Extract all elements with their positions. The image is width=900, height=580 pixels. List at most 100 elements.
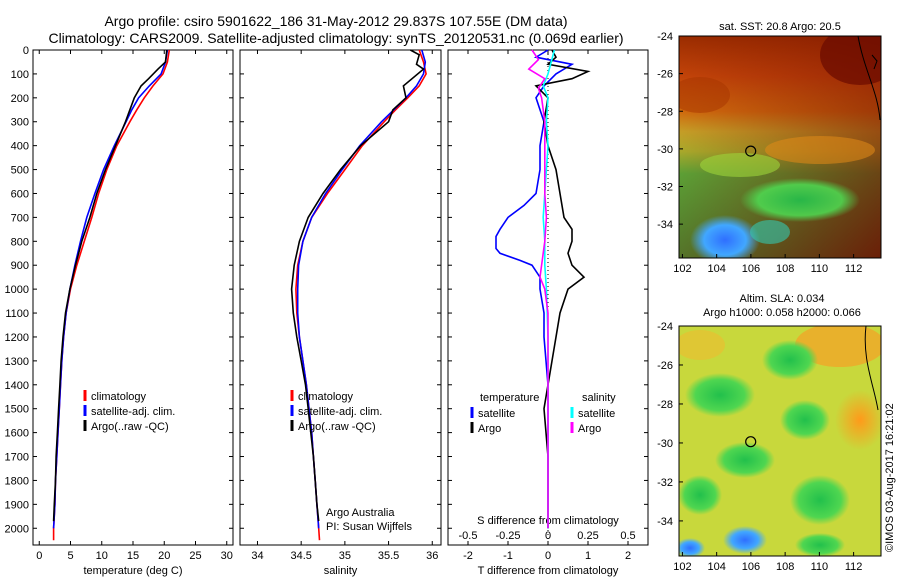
y-tick-label: 200 bbox=[11, 93, 29, 105]
map-x-tick-label: 112 bbox=[845, 263, 863, 275]
y-tick-label: 900 bbox=[11, 260, 29, 272]
x-tick-label: 5 bbox=[67, 550, 73, 562]
legend-label: Argo bbox=[578, 423, 601, 435]
x-tick-label: 35 bbox=[339, 550, 351, 562]
map-y-tick-label: -28 bbox=[657, 106, 673, 118]
sst-map-axes: 102 104 106 108 110 112 -24 -26 -28 -30 -32 -34 bbox=[657, 31, 862, 275]
sst-map-title: sat. SST: 20.8 Argo: 20.5 bbox=[719, 21, 841, 33]
secondary-tick-label: 0.5 bbox=[620, 530, 635, 542]
legend-label: climatology bbox=[91, 391, 147, 403]
map-x-tick-label: 108 bbox=[776, 561, 794, 573]
series-line-argo-raw-qc- bbox=[52, 49, 168, 522]
map-y-tick-label: -24 bbox=[657, 321, 673, 333]
map-x-tick-label: 106 bbox=[742, 263, 760, 275]
map-y-tick-label: -32 bbox=[657, 182, 673, 194]
secondary-tick-label: -0.25 bbox=[495, 530, 520, 542]
y-tick-label: 0 bbox=[23, 45, 29, 57]
x-tick-label: -1 bbox=[503, 550, 513, 562]
map-y-tick-label: -26 bbox=[657, 69, 673, 81]
y-tick-label: 1800 bbox=[5, 475, 29, 487]
x-tick-label: 15 bbox=[127, 550, 139, 562]
y-tick-label: 2000 bbox=[5, 523, 29, 535]
y-tick-label: 700 bbox=[11, 212, 29, 224]
x-tick-label: 10 bbox=[96, 550, 108, 562]
y-tick-label: 400 bbox=[11, 141, 29, 153]
legend-label: satellite bbox=[578, 408, 615, 420]
map-x-tick-label: 102 bbox=[673, 263, 691, 275]
y-tick-label: 1600 bbox=[5, 428, 29, 440]
map-y-tick-label: -30 bbox=[657, 144, 673, 156]
x-tick-label: 25 bbox=[189, 550, 201, 562]
series-line-temperature-satellite bbox=[495, 49, 575, 529]
figure-title-line-2: Climatology: CARS2009. Satellite-adjuste… bbox=[48, 30, 624, 46]
y-tick-label: 1400 bbox=[5, 380, 29, 392]
y-tick-label: 1200 bbox=[5, 332, 29, 344]
secondary-tick-label: -0.5 bbox=[459, 530, 478, 542]
y-tick-label: 1700 bbox=[5, 452, 29, 464]
annotation-text: PI: Susan Wijffels bbox=[326, 521, 412, 533]
y-tick-label: 1100 bbox=[5, 308, 29, 320]
legend-label: satellite-adj. clim. bbox=[298, 406, 382, 418]
sla-map-panel: Altim. SLA: 0.034 Argo h1000: 0.058 h200… bbox=[657, 293, 882, 573]
map-x-tick-label: 110 bbox=[811, 561, 829, 573]
x-tick-label: 34 bbox=[251, 550, 263, 562]
x-axis-label: temperature (deg C) bbox=[83, 565, 182, 577]
x-tick-label: 34.5 bbox=[290, 550, 311, 562]
legend-label: satellite-adj. clim. bbox=[91, 406, 175, 418]
x-tick-label: 0 bbox=[545, 550, 551, 562]
series-line-satellite-adj-clim- bbox=[296, 49, 427, 529]
map-x-tick-label: 104 bbox=[707, 561, 725, 573]
x-tick-label: 2 bbox=[625, 550, 631, 562]
sla-map-title: Altim. SLA: 0.034 bbox=[740, 293, 825, 305]
map-x-tick-label: 104 bbox=[707, 263, 725, 275]
legend-label: climatology bbox=[298, 391, 354, 403]
sla-map-axes: 102 104 106 108 110 112 -24 -26 -28 -30 -32 -34 bbox=[657, 321, 862, 573]
profile-panels: 0100200300400500600700800900100011001200… bbox=[5, 45, 649, 577]
sla-argo-location-marker bbox=[745, 436, 757, 448]
map-y-tick-label: -34 bbox=[657, 219, 673, 231]
profile-panel-2: 34 34.5 35 35.5 36 salinity climatology satelli… bbox=[239, 49, 442, 577]
y-tick-label: 1000 bbox=[5, 284, 29, 296]
x-axis-label: salinity bbox=[324, 565, 358, 577]
x-tick-label: 35.5 bbox=[378, 550, 399, 562]
sla-map-field bbox=[679, 326, 881, 556]
map-y-tick-label: -26 bbox=[657, 360, 673, 372]
sst-map-panel: sat. SST: 20.8 Argo: 20.5 102 104 106 108 11… bbox=[657, 21, 882, 275]
profile-panel-1: 0100200300400500600700800900100011001200… bbox=[5, 45, 234, 577]
x-axis-label: T difference from climatology bbox=[478, 565, 619, 577]
map-x-tick-label: 106 bbox=[742, 561, 760, 573]
credit-text: ©IMOS 03-Aug-2017 16:21:02 bbox=[884, 403, 896, 552]
legend-label: Argo(..raw -QC) bbox=[298, 421, 376, 433]
series-line-salinity-argo bbox=[527, 49, 549, 529]
map-x-tick-label: 110 bbox=[811, 263, 829, 275]
map-x-tick-label: 108 bbox=[776, 263, 794, 275]
secondary-tick-label: 0 bbox=[545, 530, 551, 542]
series-line-temperature-argo bbox=[534, 49, 591, 529]
y-tick-label: 800 bbox=[11, 236, 29, 248]
annotation-text: Argo Australia bbox=[326, 507, 395, 519]
panel-frame bbox=[32, 49, 234, 546]
y-tick-label: 1300 bbox=[5, 356, 29, 368]
sst-argo-location-marker bbox=[745, 145, 757, 157]
y-tick-label: 100 bbox=[11, 69, 29, 81]
map-x-tick-label: 102 bbox=[673, 561, 691, 573]
sst-map-field bbox=[679, 36, 881, 258]
x-tick-label: 30 bbox=[221, 550, 233, 562]
y-tick-label: 1900 bbox=[5, 499, 29, 511]
x-tick-label: -2 bbox=[463, 550, 473, 562]
y-tick-label: 600 bbox=[11, 188, 29, 200]
secondary-tick-label: 0.25 bbox=[577, 530, 598, 542]
x-tick-label: 1 bbox=[585, 550, 591, 562]
figure-title-line-1: Argo profile: csiro 5901622_186 31-May-2… bbox=[104, 13, 568, 29]
y-tick-label: 300 bbox=[11, 117, 29, 129]
map-y-tick-label: -34 bbox=[657, 516, 673, 528]
x-tick-label: 20 bbox=[158, 550, 170, 562]
map-y-tick-label: -24 bbox=[657, 31, 673, 43]
map-y-tick-label: -30 bbox=[657, 438, 673, 450]
legend-header: temperature bbox=[480, 392, 539, 404]
legend-label: satellite bbox=[478, 408, 515, 420]
sla-map-subtitle: Argo h1000: 0.058 h2000: 0.066 bbox=[703, 307, 861, 319]
series-line-argo-raw-qc- bbox=[290, 49, 425, 522]
